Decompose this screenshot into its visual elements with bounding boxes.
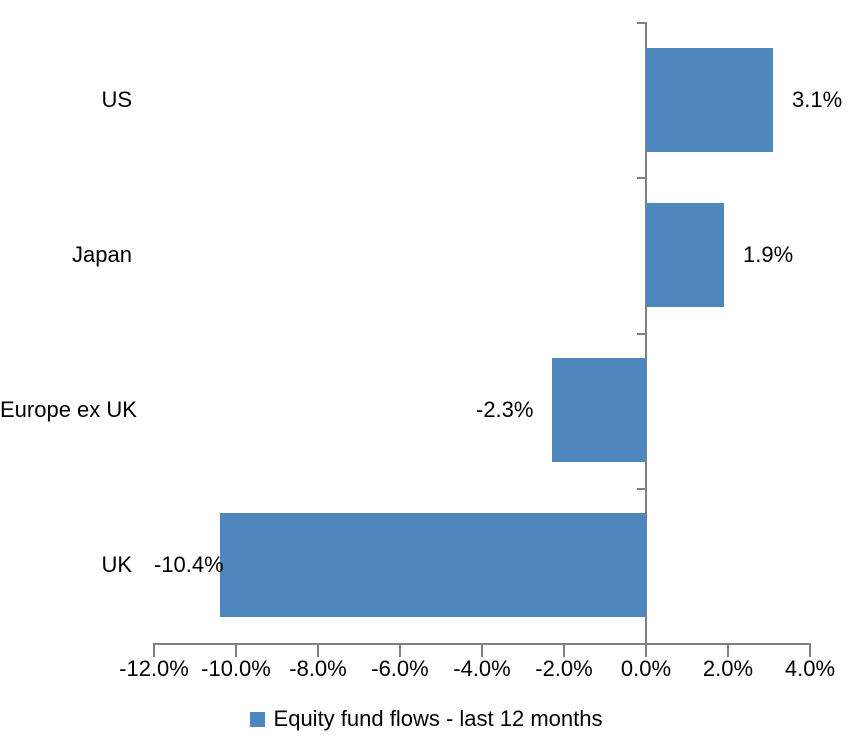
legend-label: Equity fund flows - last 12 months bbox=[273, 706, 603, 731]
x-axis-tick bbox=[481, 643, 483, 657]
x-axis-tick bbox=[809, 643, 811, 657]
y-axis-tick bbox=[637, 177, 645, 179]
value-label: 3.1% bbox=[792, 87, 843, 112]
legend-swatch-icon bbox=[249, 711, 265, 727]
category-label: US bbox=[101, 87, 132, 112]
value-label: -10.4% bbox=[154, 552, 224, 577]
x-axis-tick bbox=[235, 643, 237, 657]
category-label: Japan bbox=[72, 242, 132, 267]
legend: Equity fund flows - last 12 months bbox=[0, 706, 852, 732]
x-axis-tick bbox=[153, 643, 155, 657]
x-axis-tick bbox=[399, 643, 401, 657]
x-tick-label: -12.0% bbox=[119, 656, 189, 681]
x-tick-label: -4.0% bbox=[453, 656, 511, 681]
x-tick-label: 2.0% bbox=[702, 656, 754, 681]
y-axis-tick bbox=[637, 333, 645, 335]
value-label: 1.9% bbox=[743, 242, 794, 267]
x-tick-label: 0.0% bbox=[620, 656, 672, 681]
x-axis-tick bbox=[645, 643, 647, 657]
x-tick-label: 4.0% bbox=[784, 656, 836, 681]
x-tick-label: -10.0% bbox=[201, 656, 271, 681]
x-tick-label: -6.0% bbox=[371, 656, 429, 681]
value-label: -2.3% bbox=[476, 397, 534, 422]
category-label: Europe ex UK bbox=[0, 397, 137, 422]
y-axis-line bbox=[645, 22, 647, 655]
x-axis-tick bbox=[563, 643, 565, 657]
x-axis-tick bbox=[727, 643, 729, 657]
x-axis-tick bbox=[317, 643, 319, 657]
y-axis-tick bbox=[637, 22, 645, 24]
bar-uk bbox=[220, 513, 646, 617]
y-axis-tick bbox=[637, 488, 645, 490]
category-label: UK bbox=[101, 552, 132, 577]
bar-us bbox=[646, 48, 773, 152]
bar-japan bbox=[646, 203, 724, 307]
x-tick-label: -8.0% bbox=[289, 656, 347, 681]
x-tick-label: -2.0% bbox=[535, 656, 593, 681]
y-axis-tick bbox=[637, 643, 645, 645]
bar-europe-ex-uk bbox=[552, 358, 646, 462]
